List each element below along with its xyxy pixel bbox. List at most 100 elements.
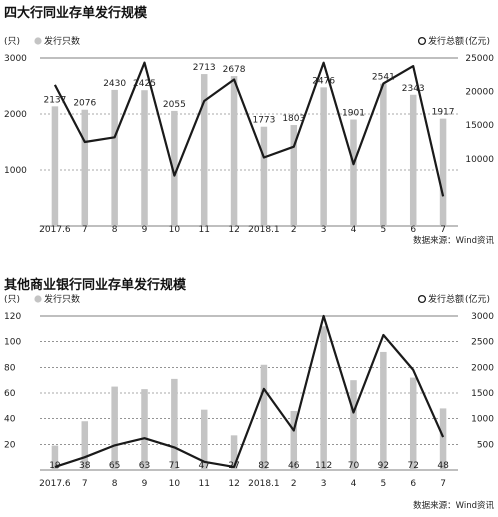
chart2-bar bbox=[171, 378, 178, 470]
chart1-category-label: 9 bbox=[142, 225, 148, 235]
chart2-right-tick-label: 3000 bbox=[471, 312, 494, 322]
chart1-bar-legend: 发行只数 bbox=[44, 35, 80, 47]
chart2-right-tick-label: 1000 bbox=[471, 415, 494, 425]
chart2-bar-value-label: 65 bbox=[109, 461, 120, 471]
chart1-bar bbox=[171, 110, 178, 226]
chart1-bar-value-label: 2425 bbox=[133, 79, 156, 89]
chart2-left-tick-label: 120 bbox=[4, 312, 21, 322]
chart2-bar-value-label: 82 bbox=[258, 461, 269, 471]
chart1-title: 四大行同业存单发行规模 bbox=[4, 5, 148, 21]
chart2-bar-value-label: 48 bbox=[437, 461, 449, 471]
chart2-bar-value-label: 46 bbox=[288, 461, 300, 471]
chart1-left-unit: (只) bbox=[4, 37, 20, 47]
chart1-left-tick-label: 3000 bbox=[4, 54, 27, 64]
chart1-bar-value-label: 2430 bbox=[103, 79, 126, 89]
chart1-plot: 1000 2000 3000 10000 15000 20000 25000 2137 2076… bbox=[4, 54, 494, 235]
chart2-bar bbox=[290, 410, 298, 470]
chart2-category-label: 7 bbox=[440, 479, 446, 489]
chart2-bar bbox=[111, 386, 118, 470]
chart1-bar-value-label: 2678 bbox=[223, 65, 246, 75]
chart1-bar-value-label: 2055 bbox=[163, 100, 186, 110]
chart2-category-label: 6 bbox=[410, 479, 416, 489]
chart1-bar-legend-icon bbox=[34, 37, 42, 45]
chart2-bar bbox=[439, 408, 447, 470]
chart2-bar-value-label: 112 bbox=[315, 461, 332, 471]
chart2-category-label: 3 bbox=[321, 479, 327, 489]
chart2-right-unit: (亿元) bbox=[465, 293, 490, 305]
chart1-category-label: 2017.6 bbox=[39, 225, 71, 235]
chart1-bar-value-label: 2713 bbox=[193, 63, 216, 73]
chart2-bar bbox=[141, 389, 148, 470]
chart2-bar bbox=[81, 421, 89, 470]
chart1-right-tick-label: 20000 bbox=[465, 88, 494, 98]
chart1-right-unit: (亿元) bbox=[465, 35, 490, 47]
chart2-category-label: 8 bbox=[112, 479, 118, 489]
chart2-bar bbox=[200, 409, 208, 470]
chart1-bar bbox=[141, 90, 148, 226]
chart1-category-label: 4 bbox=[351, 225, 357, 235]
chart1-bar bbox=[260, 126, 268, 226]
chart2-plot: 20 40 60 80 100 120 500 1000 1500 2000 2500 3000 19 3… bbox=[4, 312, 494, 489]
chart1-bar bbox=[320, 87, 327, 227]
chart1-bar-value-label: 2343 bbox=[402, 84, 425, 94]
chart2-bar bbox=[51, 445, 59, 470]
chart2-bar-value-label: 71 bbox=[169, 461, 180, 471]
chart1-bar-value-label: 2076 bbox=[73, 99, 96, 109]
chart1-right-tick-label: 10000 bbox=[465, 155, 494, 165]
chart1-category-label: 10 bbox=[169, 225, 181, 235]
chart2-right-tick-label: 2000 bbox=[471, 363, 494, 373]
chart2-source: 数据来源：Wind资讯 bbox=[413, 500, 494, 511]
chart2-left-tick-label: 40 bbox=[4, 415, 16, 425]
chart2-bar-value-label: 63 bbox=[139, 461, 150, 471]
chart2-category-label: 5 bbox=[380, 479, 386, 489]
chart1-category-label: 7 bbox=[440, 225, 446, 235]
chart1-category-label: 2 bbox=[291, 225, 297, 235]
chart2-left-unit: (只) bbox=[4, 295, 20, 305]
chart1-total-line bbox=[53, 61, 445, 197]
chart1-category-label: 8 bbox=[112, 225, 118, 235]
chart2-category-label: 10 bbox=[169, 479, 181, 489]
chart1-bar bbox=[290, 125, 298, 226]
chart2-bar bbox=[350, 380, 357, 470]
chart2-bar-value-label: 72 bbox=[407, 461, 418, 471]
chart2-bar-legend-icon bbox=[34, 295, 42, 303]
chart1-category-label: 5 bbox=[380, 225, 386, 235]
chart1-bar bbox=[409, 94, 417, 227]
chart1-bar-value-label: 1901 bbox=[342, 109, 365, 119]
chart2-left-tick-label: 100 bbox=[4, 338, 21, 348]
chart1-bar bbox=[230, 76, 238, 226]
chart1-category-label: 3 bbox=[321, 225, 327, 235]
chart1-category-label: 12 bbox=[228, 225, 239, 235]
chart2-left-tick-label: 80 bbox=[4, 363, 16, 373]
chart1-bar bbox=[380, 83, 387, 226]
chart1-right-tick-label: 15000 bbox=[465, 121, 494, 131]
chart2-line-legend: 发行总额 bbox=[428, 293, 464, 305]
chart2-left-tick-label: 60 bbox=[4, 389, 16, 399]
chart1-category-label: 11 bbox=[198, 225, 209, 235]
chart2-right-tick-label: 2500 bbox=[471, 338, 494, 348]
chart1-bar-value-label: 2541 bbox=[372, 73, 395, 83]
chart2-total-line bbox=[54, 314, 445, 468]
chart2-category-label: 9 bbox=[142, 479, 148, 489]
chart2-bar-value-label: 92 bbox=[378, 461, 389, 471]
chart2-bar bbox=[230, 435, 238, 470]
chart1-bar bbox=[439, 118, 447, 226]
chart2-bar-value-label: 27 bbox=[228, 461, 239, 471]
chart2-right-tick-label: 500 bbox=[477, 440, 494, 450]
chart1-bar bbox=[111, 89, 118, 226]
chart1-category-label: 2018.1 bbox=[248, 225, 280, 235]
chart2-bar-legend: 发行只数 bbox=[44, 293, 80, 305]
chart1-bar-value-label: 2137 bbox=[43, 95, 66, 105]
chart2-category-label: 7 bbox=[82, 479, 88, 489]
chart2-category-label: 2017.6 bbox=[39, 479, 71, 489]
chart2-category-label: 11 bbox=[198, 479, 209, 489]
chart2-category-label: 2018.1 bbox=[248, 479, 280, 489]
chart1-category-label: 7 bbox=[82, 225, 88, 235]
chart1-bar bbox=[51, 106, 59, 226]
chart2-title: 其他商业银行同业存单发行规模 bbox=[4, 277, 187, 293]
chart2-bar bbox=[380, 351, 387, 470]
chart1-bar bbox=[350, 119, 357, 226]
chart1-left-tick-label: 2000 bbox=[4, 110, 27, 120]
chart1-right-tick-label: 25000 bbox=[465, 54, 494, 64]
